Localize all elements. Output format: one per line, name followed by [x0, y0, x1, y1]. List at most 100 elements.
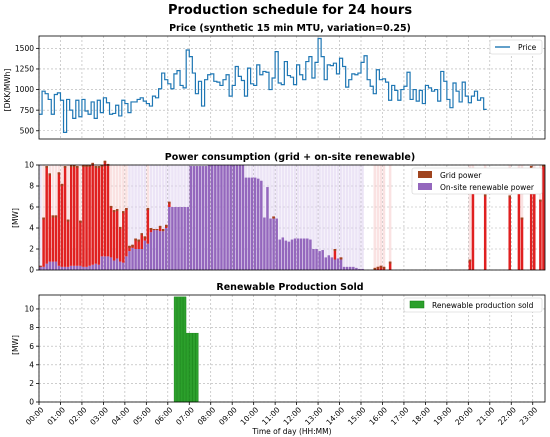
price-legend: Price — [489, 39, 543, 55]
price-ytick-label: 1500 — [15, 44, 34, 53]
grid-bar-cap — [91, 162, 94, 165]
renewable-bar — [204, 166, 208, 270]
grid-bar-cap — [388, 261, 392, 264]
grid-bar — [146, 208, 150, 244]
renewable-bar — [91, 264, 94, 270]
consumption-ytick-label: 4 — [29, 224, 34, 233]
grid-bar-cap — [103, 160, 107, 163]
grid-bar-cap — [45, 166, 48, 169]
grid-bar — [69, 165, 73, 266]
x-tick-label: 22:00 — [496, 405, 518, 427]
grid-bar-cap — [155, 229, 159, 231]
renewable-bar — [45, 263, 48, 270]
grid-bar — [106, 163, 110, 257]
renewable-bar — [241, 165, 245, 270]
grid-bar-cap — [140, 233, 143, 236]
grid-bar-cap — [66, 219, 70, 222]
renewable-bar — [106, 256, 110, 270]
consumption-shade — [339, 165, 343, 270]
grid-bar — [471, 191, 475, 270]
grid-bar-cap — [165, 224, 168, 227]
grid-bar — [66, 219, 70, 267]
grid-bar-cap — [373, 267, 377, 270]
price-ytick-label: 1250 — [15, 65, 34, 74]
renewable-bar — [180, 207, 183, 270]
consumption-shade — [315, 165, 318, 270]
consumption-shade — [309, 165, 312, 270]
consumption-shade — [281, 165, 285, 270]
sold-bar — [192, 332, 196, 403]
grid-bar — [333, 249, 337, 260]
renewable-bar — [48, 261, 51, 270]
consumption-shade — [373, 165, 377, 270]
renewable-bar — [290, 239, 294, 270]
grid-bar — [73, 165, 76, 266]
consumption-shade — [39, 165, 42, 270]
sold-ytick-label: 4 — [29, 360, 34, 369]
grid-bar-cap — [60, 183, 64, 186]
x-tick-label: 12:00 — [282, 405, 304, 427]
renewable-bar — [299, 238, 303, 270]
consumption-ytick-label: 2 — [29, 245, 34, 254]
grid-bar — [82, 165, 85, 267]
renewable-bar — [214, 165, 217, 270]
grid-bar-cap — [100, 165, 104, 167]
consumption-ytick-label: 8 — [29, 182, 34, 191]
grid-bar — [168, 201, 171, 207]
grid-bar-cap — [125, 208, 128, 211]
renewable-bar — [287, 241, 291, 270]
x-tick-label: 19:00 — [432, 405, 454, 427]
renewable-bar — [235, 165, 239, 270]
sold-bar — [183, 296, 187, 403]
consumption-shade — [379, 165, 383, 270]
consumption-shade — [155, 165, 159, 270]
sold-legend: Renewable production sold — [403, 297, 543, 313]
consumption-shade — [327, 165, 331, 270]
renewable-bar — [232, 165, 235, 270]
sold-bar — [195, 332, 199, 403]
grid-bar-cap — [143, 236, 147, 239]
grid-bar-cap — [57, 172, 61, 175]
renewable-bar — [66, 266, 70, 270]
grid-bar — [48, 173, 51, 262]
x-tick-label: 06:00 — [153, 405, 175, 427]
renewable-bar — [358, 268, 361, 270]
renewable-bar — [140, 249, 143, 270]
x-tick-label: 13:00 — [303, 405, 325, 427]
grid-bar — [122, 211, 125, 263]
x-tick-label: 17:00 — [389, 405, 411, 427]
renewable-bar — [195, 166, 199, 270]
renewable-bar — [134, 249, 137, 270]
grid-bar — [94, 166, 97, 264]
grid-bar — [140, 233, 143, 249]
renewable-bar — [349, 266, 352, 270]
grid-bar-cap — [82, 165, 85, 167]
renewable-bar — [309, 239, 312, 270]
sold-ytick-label: 8 — [29, 323, 34, 332]
grid-bar-cap — [379, 265, 383, 268]
x-tick-label: 05:00 — [131, 405, 153, 427]
grid-bar — [520, 217, 524, 270]
consumption-shade — [349, 165, 352, 270]
grid-bar — [42, 217, 45, 267]
renewable-bar — [315, 249, 318, 270]
renewable-bar — [100, 256, 104, 270]
x-tick-label: 08:00 — [196, 405, 218, 427]
price-ytick-label: 500 — [20, 126, 35, 135]
renewable-bar — [137, 249, 140, 270]
grid-bar — [76, 166, 79, 266]
grid-bar-cap — [69, 165, 73, 167]
renewable-bar — [115, 258, 119, 270]
consumption-shade — [165, 165, 168, 270]
renewable-bar — [361, 268, 364, 270]
sold-bar — [180, 296, 184, 403]
grid-bar-cap — [539, 199, 542, 202]
renewable-bar — [54, 261, 58, 270]
renewable-bar — [284, 240, 288, 270]
renewable-bar — [76, 265, 79, 270]
grid-bar — [63, 166, 67, 267]
renewable-bar — [158, 231, 162, 270]
price-ylabel: [DKK/MWh] — [3, 69, 12, 112]
x-tick-label: 03:00 — [88, 405, 110, 427]
renewable-bar — [275, 218, 278, 270]
